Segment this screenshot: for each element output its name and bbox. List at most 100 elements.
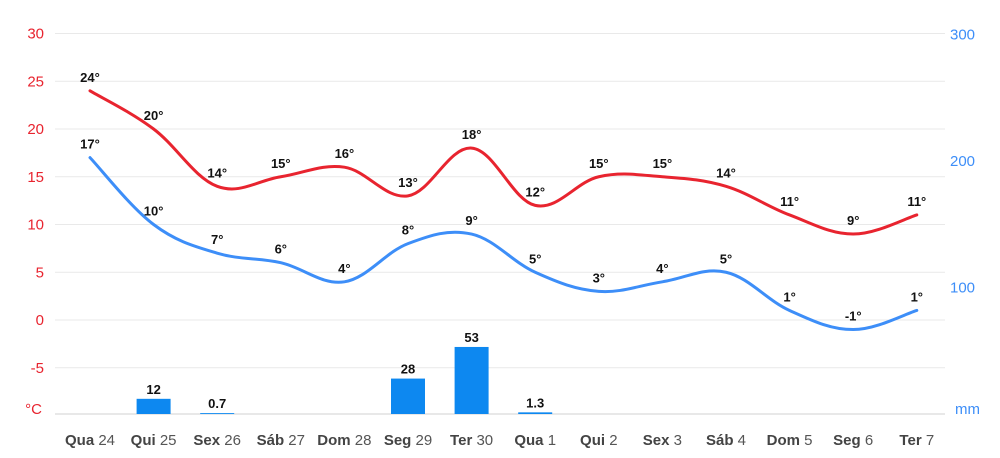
x-tick-day: Qua bbox=[514, 432, 547, 449]
y-right-unit: mm bbox=[955, 401, 980, 418]
x-tick-label: Qua 24 bbox=[65, 432, 115, 449]
x-tick-label: Seg 29 bbox=[384, 432, 432, 449]
precipitation-label: 1.3 bbox=[526, 395, 544, 410]
x-tick-day: Sáb bbox=[706, 432, 738, 449]
max-temp-label: 15° bbox=[653, 156, 673, 171]
x-tick-day: Sáb bbox=[257, 432, 289, 449]
max-temp-label: 20° bbox=[144, 108, 164, 123]
max-temp-label: 18° bbox=[462, 127, 482, 142]
x-tick-date: 26 bbox=[224, 432, 241, 449]
max-temp-label: 15° bbox=[271, 156, 291, 171]
x-tick-day: Dom bbox=[767, 432, 805, 449]
min-temp-label: 4° bbox=[656, 261, 668, 276]
x-tick-day: Sex bbox=[193, 432, 224, 449]
y-left-tick: 0 bbox=[36, 312, 44, 329]
min-temp-label: 9° bbox=[465, 213, 477, 228]
max-temp-label: 14° bbox=[716, 165, 736, 180]
y-left-tick: 10 bbox=[27, 217, 44, 234]
x-tick-day: Seg bbox=[384, 432, 416, 449]
x-tick-date: 2 bbox=[609, 432, 617, 449]
min-temp-label: 5° bbox=[720, 251, 732, 266]
max-temp-label: 15° bbox=[589, 156, 609, 171]
precipitation-label: 12 bbox=[146, 382, 160, 397]
x-tick-date: 28 bbox=[355, 432, 372, 449]
y-axis-left: 30 25 20 15 10 5 0 -5 °C bbox=[25, 26, 44, 419]
precipitation-bar bbox=[391, 378, 425, 414]
min-temp-label: 17° bbox=[80, 137, 100, 152]
x-tick-label: Seg 6 bbox=[833, 432, 873, 449]
max-temp-label: 14° bbox=[207, 165, 227, 180]
precipitation-label: 28 bbox=[401, 362, 415, 377]
min-temp-label: 3° bbox=[593, 270, 605, 285]
x-tick-day: Qui bbox=[131, 432, 160, 449]
precipitation-bars bbox=[136, 346, 553, 414]
precipitation-bar bbox=[200, 413, 235, 414]
x-tick-label: Ter 7 bbox=[899, 432, 934, 449]
y-left-tick: -5 bbox=[31, 360, 44, 377]
min-temp-label: -1° bbox=[845, 309, 862, 324]
x-tick-day: Qua bbox=[65, 432, 98, 449]
max-temp-label: 11° bbox=[907, 194, 926, 209]
x-tick-label: Sex 26 bbox=[193, 432, 241, 449]
x-tick-day: Ter bbox=[450, 432, 476, 449]
x-axis: Qua 24 Qui 25 Sex 26 Sáb 27 Dom 28 Seg 29 Ter … bbox=[65, 432, 934, 449]
max-temp-label: 11° bbox=[780, 194, 799, 209]
min-temp-label: 10° bbox=[144, 204, 164, 219]
y-left-tick: 20 bbox=[27, 121, 44, 138]
x-tick-label: Qui 25 bbox=[131, 432, 177, 449]
max-temp-label: 24° bbox=[80, 70, 100, 85]
min-temp-label: 1° bbox=[911, 289, 923, 304]
x-tick-day: Sex bbox=[643, 432, 674, 449]
x-tick-date: 30 bbox=[476, 432, 493, 449]
y-left-tick: 25 bbox=[27, 73, 44, 90]
y-left-tick: 15 bbox=[27, 169, 44, 186]
y-left-tick: 5 bbox=[36, 264, 44, 281]
precipitation-bar bbox=[518, 412, 553, 414]
x-tick-label: Qua 1 bbox=[514, 432, 556, 449]
x-tick-date: 3 bbox=[674, 432, 682, 449]
temperature-lines bbox=[88, 89, 919, 332]
x-tick-label: Dom 5 bbox=[767, 432, 813, 449]
min-temp-label: 4° bbox=[338, 261, 350, 276]
precipitation-label: 53 bbox=[464, 330, 478, 345]
x-tick-date: 24 bbox=[98, 432, 115, 449]
y-right-tick: 300 bbox=[950, 27, 975, 44]
x-tick-day: Dom bbox=[317, 432, 355, 449]
min-temp-label: 8° bbox=[402, 223, 414, 238]
precipitation-bar bbox=[454, 346, 489, 414]
x-tick-date: 27 bbox=[288, 432, 305, 449]
min-temperature-line bbox=[88, 156, 919, 332]
x-tick-day: Qui bbox=[580, 432, 609, 449]
x-tick-date: 25 bbox=[160, 432, 177, 449]
x-tick-date: 7 bbox=[926, 432, 934, 449]
x-tick-date: 5 bbox=[804, 432, 812, 449]
y-axis-right: 300 200 100 mm bbox=[950, 27, 980, 419]
max-temp-label: 9° bbox=[847, 213, 859, 228]
x-tick-label: Sáb 27 bbox=[257, 432, 305, 449]
y-left-tick: 30 bbox=[27, 26, 44, 43]
precipitation-bar bbox=[136, 398, 171, 414]
max-temp-label: 13° bbox=[398, 175, 418, 190]
x-tick-date: 1 bbox=[548, 432, 556, 449]
x-tick-date: 4 bbox=[738, 432, 746, 449]
x-tick-label: Sex 3 bbox=[643, 432, 682, 449]
max-temperature-line bbox=[88, 89, 919, 236]
min-temp-label: 6° bbox=[275, 242, 287, 257]
x-tick-label: Sáb 4 bbox=[706, 432, 746, 449]
min-temp-label: 5° bbox=[529, 251, 541, 266]
x-tick-label: Ter 30 bbox=[450, 432, 493, 449]
max-temp-label: 12° bbox=[525, 184, 545, 199]
precipitation-label: 0.7 bbox=[208, 396, 226, 411]
x-tick-label: Qui 2 bbox=[580, 432, 618, 449]
data-labels: 12 0.7 28 53 1.3 24° 20° 14° 15° 16° 13° 18° 12° 15° 1… bbox=[80, 70, 926, 411]
x-tick-day: Seg bbox=[833, 432, 865, 449]
min-temp-label: 1° bbox=[783, 289, 795, 304]
min-temp-label: 7° bbox=[211, 232, 223, 247]
x-tick-day: Ter bbox=[899, 432, 925, 449]
y-left-unit: °C bbox=[25, 401, 42, 418]
x-tick-date: 29 bbox=[416, 432, 433, 449]
y-right-tick: 200 bbox=[950, 153, 975, 170]
max-temp-label: 16° bbox=[335, 146, 355, 161]
x-tick-label: Dom 28 bbox=[317, 432, 371, 449]
